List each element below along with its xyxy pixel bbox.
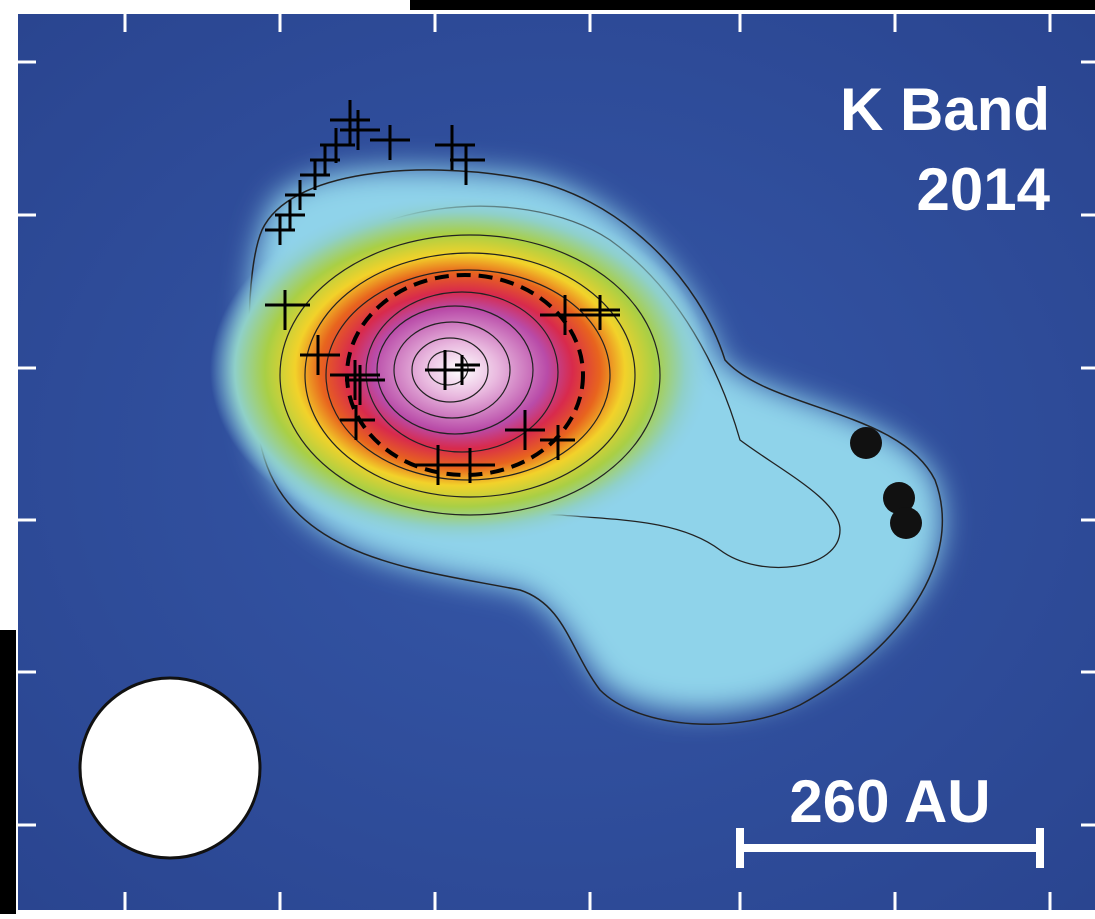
marker-dot [890,507,922,539]
page: {"panel": {"title": "K Band", "year": "2… [0,0,1095,914]
neighbour-edge [0,630,16,914]
scale-label: 260 AU [789,768,990,835]
panel-title: K Band [840,76,1050,143]
figure: K Band 2014 260 AU [0,0,1095,914]
neighbour-edge [410,0,1095,10]
panel-year: 2014 [917,156,1051,223]
marker-dot [850,427,882,459]
beam [80,678,260,858]
